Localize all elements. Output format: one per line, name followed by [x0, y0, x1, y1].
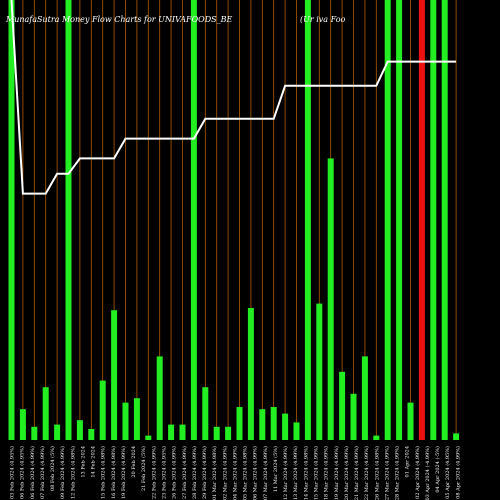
x-tick-label: 01 Apr 2024: [405, 446, 411, 477]
x-tick-label: 14 Feb 2024: [91, 446, 97, 478]
x-tick-label: 20 Mar 2024 (4.99%): [343, 446, 350, 500]
price-line: [10, 0, 457, 195]
flow-bar: [350, 393, 357, 440]
x-tick-label: 27 Mar 2024 (4.99%): [383, 446, 390, 500]
x-tick-label: 19 Mar 2024 (4.99%): [333, 446, 340, 500]
x-tick-label: 22 Mar 2024 (4.99%): [363, 446, 370, 500]
flow-bar: [316, 303, 323, 440]
flow-bar: [145, 435, 152, 440]
flow-bar: [179, 424, 186, 440]
flow-bar: [247, 308, 254, 440]
x-tick-label: 26 Mar 2024 (4.98%): [373, 446, 380, 500]
x-tick-label: 26 Feb 2024 (4.99%): [171, 446, 178, 499]
x-tick-label: 05 Mar 2024 (4.98%): [242, 446, 249, 500]
flow-bar: [407, 402, 414, 440]
flow-bar: [168, 424, 175, 440]
x-tick-label: 09 Feb 2024 (4.99%): [59, 446, 66, 499]
flow-bar: [76, 420, 83, 440]
flow-bar: [430, 0, 437, 440]
x-tick-label: 18 Mar 2024 (4.99%): [323, 446, 330, 500]
x-tick-label: 13 Feb 2024: [80, 446, 86, 478]
flow-bar: [225, 426, 232, 440]
flow-bar: [111, 310, 118, 440]
flow-bar: [384, 0, 391, 440]
x-tick-label: 02 Mar 2024 (4.99%): [221, 446, 228, 500]
x-tick-label: 20 Feb 2024: [131, 446, 137, 478]
flow-bar: [304, 0, 311, 440]
flow-bar: [293, 422, 300, 440]
x-tick-label: 04 Apr 2024 (-5%): [434, 446, 441, 493]
flow-bar: [54, 424, 61, 440]
x-tick-label: 06 Mar 2024 (4.99%): [252, 446, 259, 500]
flow-bar: [453, 433, 460, 440]
flow-bar: [88, 429, 95, 440]
flow-bar: [270, 407, 277, 440]
flow-bar: [339, 371, 346, 440]
flow-bar: [373, 435, 380, 440]
x-tick-label: 15 Feb 2024 (4.98%): [100, 446, 107, 499]
flow-bar: [99, 380, 106, 440]
flow-bar: [236, 407, 243, 440]
flow-bar: [213, 426, 220, 440]
x-tick-label: 14 Mar 2024 (4.98%): [302, 446, 309, 500]
x-tick-label: 21 Feb 2024 (5%): [140, 446, 147, 491]
x-tick-label: 08 Apr 2024 (4.99%): [454, 446, 461, 499]
x-tick-label: 04 Mar 2024 (4.99%): [231, 446, 238, 500]
flow-bar: [133, 398, 140, 440]
flow-bar: [418, 0, 425, 440]
x-tick-label: 07 Mar 2024 (4.99%): [262, 446, 269, 500]
chart-subtitle: (Ur iva Foo: [300, 15, 346, 24]
flow-bar: [65, 0, 72, 440]
x-tick-label: 12 Mar 2024 (4.99%): [282, 446, 289, 500]
x-tick-label: 13 Mar 2024 (4.99%): [292, 446, 299, 500]
x-tick-label: 23 Feb 2024 (4.95%): [161, 446, 168, 499]
flow-bar: [156, 356, 163, 440]
flow-bar: [282, 413, 289, 440]
x-tick-label: 28 Feb 2024 (4.99%): [191, 446, 198, 499]
x-tick-label: 28 Mar 2024 (4.99%): [394, 446, 401, 500]
x-tick-label: 06 Feb 2024 (4.95%): [19, 446, 26, 499]
flow-bar: [259, 409, 266, 440]
x-tick-label: 02 Apr 2024 (4.99%): [414, 446, 421, 499]
x-tick-label: 07 Feb 2024 (4.99%): [39, 446, 46, 499]
flow-bar: [202, 387, 209, 440]
flow-bar: [327, 158, 334, 440]
x-tick-label: 03 Feb 2024 (4.95%): [9, 446, 16, 499]
x-tick-label: 08 Feb 2024 (5%): [49, 446, 56, 491]
flow-bar: [441, 0, 448, 440]
x-tick-label: 05 Apr 2024 (4.95%): [444, 446, 451, 499]
x-tick-label: 16 Feb 2024 (4.98%): [110, 446, 117, 499]
flow-bar: [42, 387, 49, 440]
x-axis-labels: 03 Feb 2024 (4.95%) 06 Feb 2024 (4.95%) 06…: [9, 446, 462, 500]
flow-bar: [190, 0, 197, 440]
x-tick-label: 11 Mar 2024 (5%): [272, 446, 279, 492]
flow-bar: [122, 402, 129, 440]
flow-bar: [19, 409, 26, 440]
x-tick-label: 01 Mar 2024 (4.98%): [211, 446, 218, 500]
x-tick-label: 22 Feb 2024 (4.99%): [150, 446, 157, 499]
flow-bar: [31, 426, 38, 440]
x-tick-label: 06 Feb 2024 (4.99%): [29, 446, 36, 499]
bars: [8, 0, 460, 440]
x-tick-label: 03 Apr 2024 (-4.99%): [424, 446, 431, 500]
x-tick-label: 21 Mar 2024 (4.99%): [353, 446, 360, 500]
flow-bar: [396, 0, 403, 440]
chart-title: MunafaSutra Money Flow Charts for UNIVAF…: [5, 15, 232, 24]
x-tick-label: 27 Feb 2024 (4.99%): [181, 446, 188, 499]
flow-bar: [361, 356, 368, 440]
x-tick-label: 15 Mar 2024 (4.99%): [313, 446, 320, 500]
x-tick-label: 19 Feb 2024 (4.99%): [120, 446, 127, 499]
flow-bar: [8, 0, 15, 440]
x-tick-label: 29 Feb 2024 (4.99%): [201, 446, 208, 499]
x-tick-label: 12 Feb 2024 (4.98%): [69, 446, 76, 499]
